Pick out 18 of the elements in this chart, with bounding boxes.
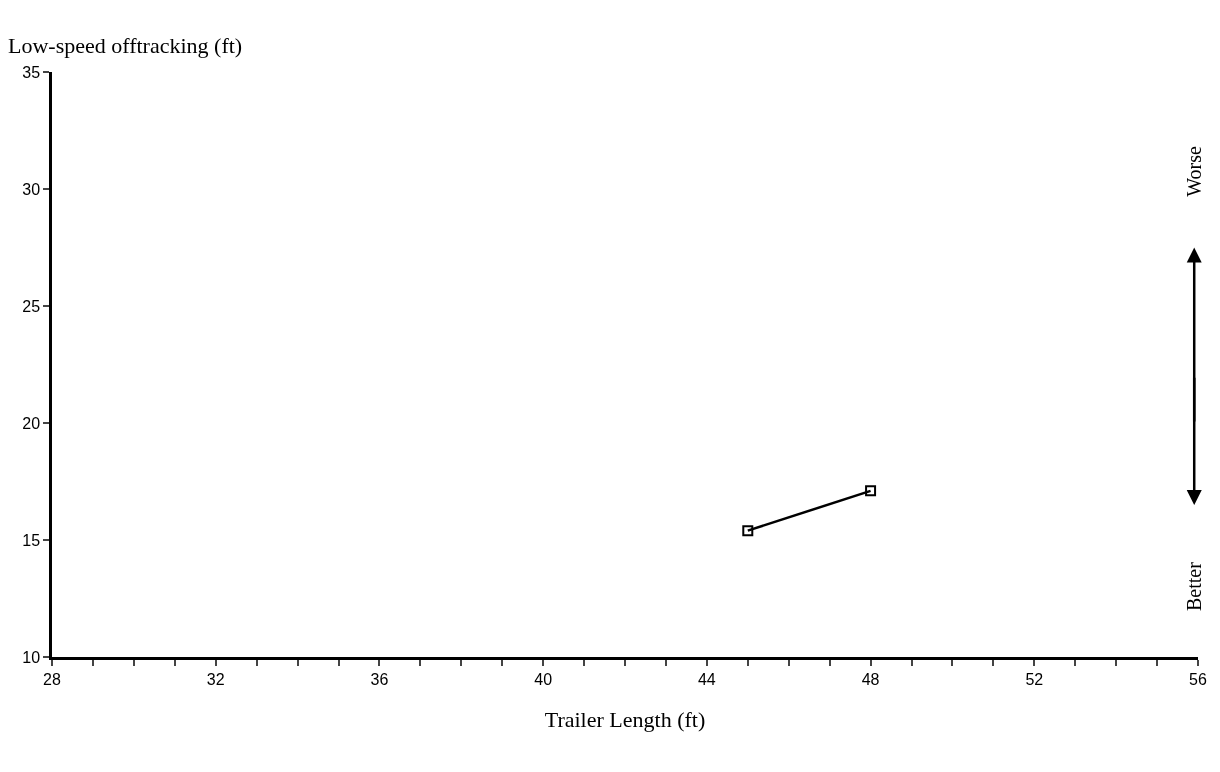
- x-tick-label: 40: [534, 670, 553, 688]
- x-tick-label: 36: [370, 670, 389, 688]
- y-tick-label: 10: [22, 648, 41, 666]
- x-tick-label: 44: [697, 670, 716, 688]
- y-tick-label: 35: [22, 63, 41, 81]
- x-tick-label: 32: [206, 670, 225, 688]
- x-tick-label: 56: [1189, 670, 1207, 688]
- annotation: Worse: [1182, 145, 1205, 197]
- x-axis-title: Trailer Length (ft): [544, 706, 706, 732]
- y-tick-label: 25: [22, 297, 41, 315]
- annotation: Better: [1183, 561, 1206, 612]
- y-tick-label: 30: [22, 180, 41, 198]
- x-tick-label: 52: [1025, 670, 1044, 688]
- x-tick-label: 48: [861, 670, 880, 688]
- y-tick-label: 20: [22, 414, 41, 432]
- y-axis-title: Low-speed offtracking (ft): [8, 33, 243, 58]
- x-tick-label: 28: [43, 670, 61, 688]
- y-tick-label: 15: [22, 531, 41, 549]
